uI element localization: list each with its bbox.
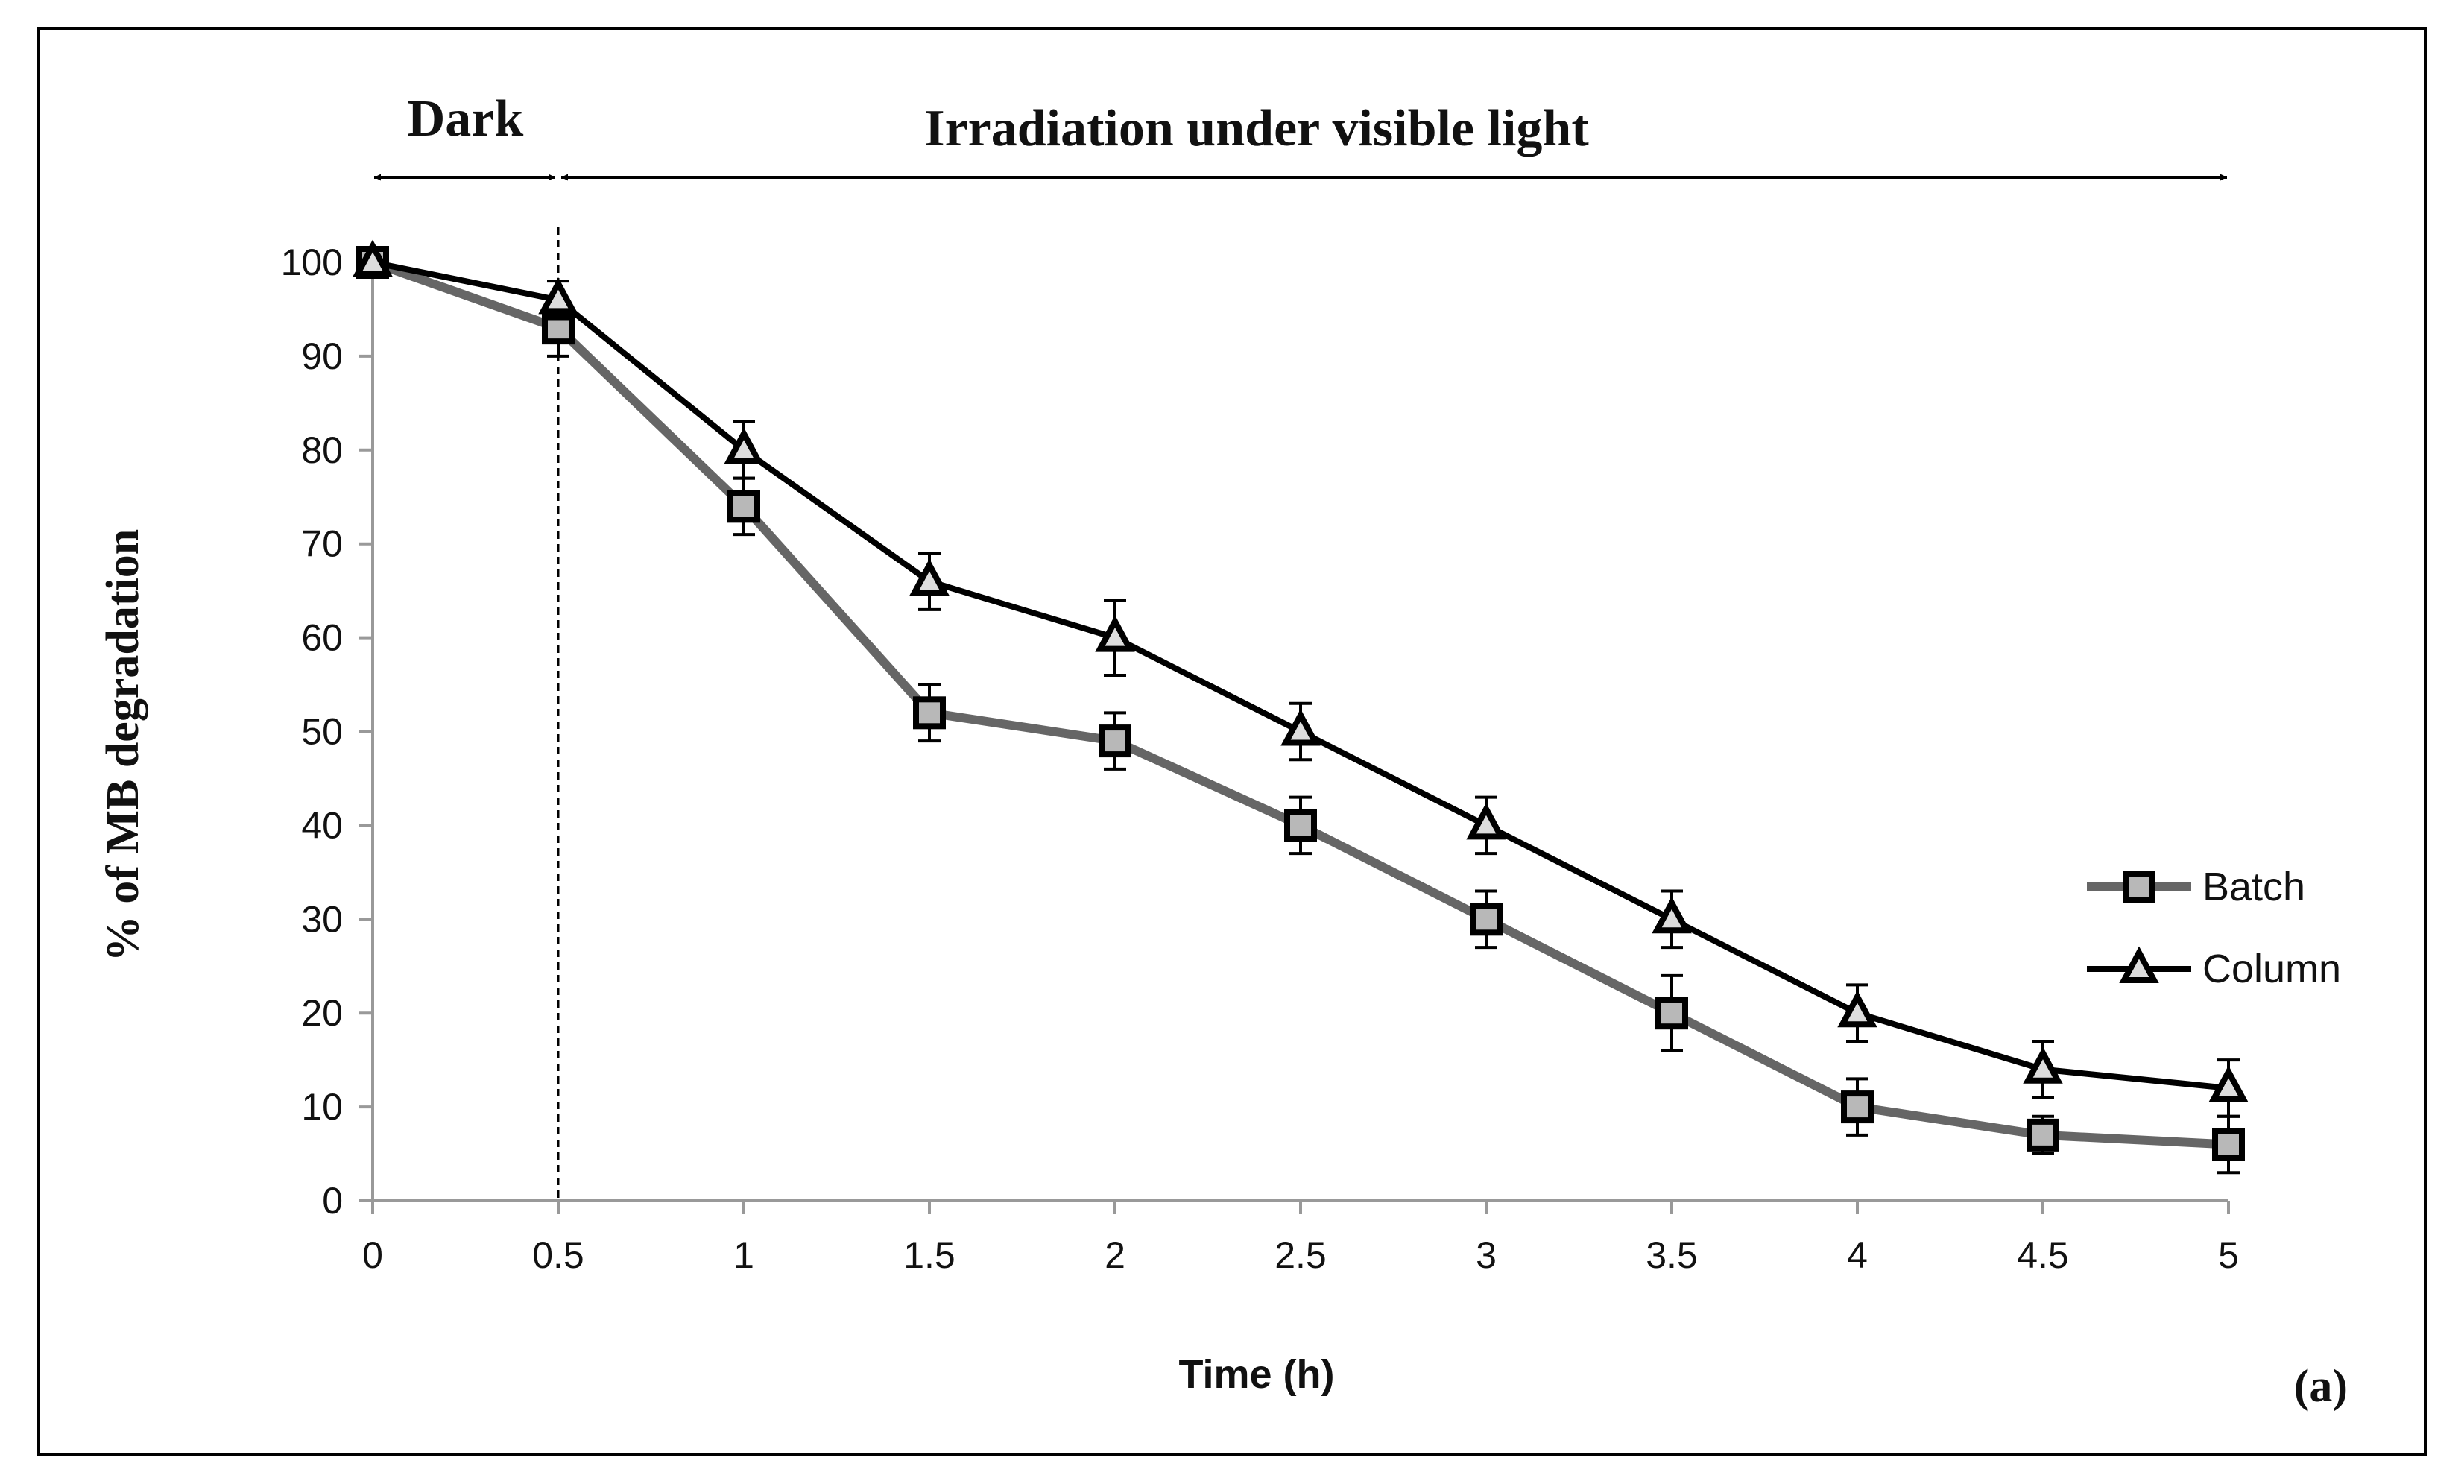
data-point (1841, 1090, 1874, 1124)
series-layer (353, 239, 2249, 1175)
data-point (1284, 809, 1317, 842)
y-tick-label: 30 (301, 898, 343, 940)
data-point (2027, 1118, 2059, 1152)
irradiation-phase-label: Irradiation under visible light (924, 100, 1588, 157)
y-tick-label: 0 (322, 1180, 343, 1222)
data-point (2023, 1046, 2063, 1084)
y-tick-label: 20 (301, 992, 343, 1034)
y-tick-label: 40 (301, 804, 343, 846)
data-point (2212, 1128, 2245, 1161)
x-tick-label: 1.5 (903, 1234, 955, 1276)
y-tick-label: 90 (301, 335, 343, 377)
phase-annotations: Dark Irradiation under visible light (374, 90, 2227, 181)
dark-phase-label: Dark (408, 90, 524, 148)
x-tick-label: 4.5 (2017, 1234, 2069, 1276)
legend-label: Batch (2202, 865, 2305, 909)
y-tick-label: 50 (301, 711, 343, 753)
data-point (1837, 990, 1877, 1028)
y-tick-label: 60 (301, 617, 343, 659)
x-tick-label: 5 (2218, 1234, 2239, 1276)
x-axis-title: Time (h) (1178, 1352, 1334, 1397)
y-tick-label: 100 (281, 241, 343, 283)
data-point (1095, 615, 1135, 652)
data-point (724, 427, 764, 464)
x-tick-label: 2 (1105, 1234, 1125, 1276)
axes: 0 10 20 30 40 50 60 70 80 90 100 0 0.5 1 1.5 2 2.5 3 3.5 4 4… (281, 241, 2239, 1276)
x-tick-label: 3.5 (1646, 1234, 1698, 1276)
legend-label: Column (2202, 947, 2341, 991)
data-point (353, 239, 393, 277)
chart-frame (37, 27, 2427, 1456)
data-point (1280, 709, 1321, 746)
data-point (1470, 903, 1503, 936)
x-tick-label: 3 (1476, 1234, 1497, 1276)
data-point (909, 558, 950, 596)
data-point (538, 277, 578, 315)
legend-marker (2119, 946, 2159, 983)
y-tick-label: 10 (301, 1086, 343, 1128)
series-column (353, 239, 2249, 1118)
legend-marker (2123, 871, 2155, 903)
y-tick-label: 80 (301, 429, 343, 471)
x-tick-label: 2.5 (1274, 1234, 1327, 1276)
x-tick-label: 0.5 (532, 1234, 584, 1276)
data-point (1652, 896, 1692, 934)
legend-item-batch: Batch (2087, 865, 2305, 909)
y-tick-label: 70 (301, 523, 343, 565)
data-point (2208, 1065, 2249, 1102)
data-point (1655, 997, 1688, 1030)
x-tick-label: 1 (733, 1234, 754, 1276)
data-point (1466, 802, 1506, 840)
panel-label: (a) (2294, 1361, 2348, 1412)
legend: Batch Column (2087, 865, 2341, 991)
x-tick-label: 0 (362, 1234, 383, 1276)
legend-item-column: Column (2087, 946, 2341, 991)
data-point (1099, 724, 1131, 758)
y-axis-title: % of MB degradation (98, 529, 148, 962)
x-tick-label: 4 (1847, 1234, 1868, 1276)
data-point (913, 696, 946, 730)
data-point (727, 490, 760, 523)
